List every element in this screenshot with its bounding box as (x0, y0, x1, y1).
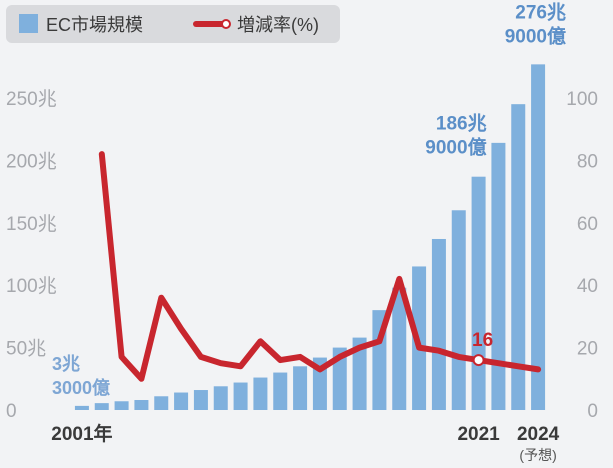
bar (471, 176, 486, 410)
bar (193, 390, 208, 410)
bar (253, 377, 268, 410)
bar (213, 386, 228, 410)
y-right-tick-label: 60 (577, 214, 598, 235)
y-right-tick-label: 100 (566, 89, 598, 110)
value-annotation: 9000億 (505, 24, 566, 47)
bar (293, 366, 308, 410)
legend-label-bar: EC市場規模 (46, 15, 143, 35)
x-tick-label: 2024 (517, 424, 560, 445)
legend-label-line: 増減率(%) (237, 15, 319, 35)
value-annotation: 3000億 (52, 377, 110, 398)
x-tick-label: 2021 (457, 424, 500, 445)
bar (491, 142, 506, 411)
value-annotation: 3兆 (52, 354, 80, 374)
axis-layer: 0 50兆 100兆 150兆 200兆 250兆 0 20 40 60 80 100 2001年 202… (6, 88, 598, 463)
y-right-tick-label: 20 (577, 339, 598, 360)
bar (531, 64, 546, 410)
y-left-tick-label: 200兆 (6, 150, 57, 172)
legend-bar-swatch (19, 14, 38, 33)
y-left-tick-label: 0 (6, 401, 17, 422)
growth-rate-marker (472, 354, 485, 367)
y-left-tick-label: 250兆 (6, 88, 57, 110)
bar (94, 403, 109, 410)
legend-box (6, 5, 340, 43)
bar (114, 401, 129, 410)
value-annotation: 9000億 (425, 136, 486, 159)
legend-line-marker (221, 19, 231, 29)
bar (392, 287, 407, 410)
bar (352, 337, 367, 410)
y-right-tick-label: 40 (577, 276, 598, 297)
bar (174, 392, 189, 410)
bar (511, 104, 526, 410)
bar (451, 210, 466, 410)
value-annotation: 276兆 (515, 1, 566, 23)
growth-rate-line (98, 151, 542, 382)
y-left-tick-label: 100兆 (6, 275, 57, 297)
y-left-tick-label: 150兆 (6, 213, 57, 235)
legend: EC市場規模 増減率(%) (6, 5, 340, 43)
bar (154, 396, 169, 410)
bar (332, 347, 347, 410)
bar (431, 238, 446, 410)
bar (273, 372, 288, 410)
y-left-tick-label: 50兆 (6, 338, 46, 360)
x-tick-label: 2001年 (51, 422, 112, 445)
bar (233, 382, 248, 410)
y-right-tick-label: 80 (577, 151, 598, 172)
growth-rate-annotation: 16 (472, 330, 493, 351)
line-layer (98, 151, 542, 382)
bar (74, 405, 89, 410)
bar (134, 400, 149, 410)
x-tick-sublabel: (予想) (519, 447, 556, 463)
value-annotation: 186兆 (436, 113, 487, 135)
y-right-tick-label: 0 (587, 401, 598, 422)
